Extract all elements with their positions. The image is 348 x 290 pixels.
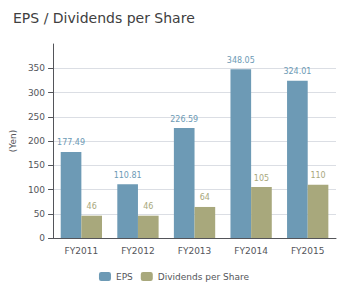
svg-text:FY2012: FY2012	[121, 246, 155, 256]
svg-text:FY2014: FY2014	[234, 246, 268, 256]
svg-text:324.01: 324.01	[283, 67, 311, 76]
svg-text:64: 64	[200, 193, 210, 202]
svg-text:110.81: 110.81	[114, 171, 142, 180]
svg-text:226.59: 226.59	[170, 115, 198, 124]
svg-text:177.49: 177.49	[57, 138, 85, 147]
svg-text:250: 250	[28, 112, 45, 122]
svg-text:(Yen): (Yen)	[8, 130, 18, 153]
svg-text:50: 50	[34, 209, 46, 219]
svg-text:FY2011: FY2011	[65, 246, 99, 256]
svg-text:EPS: EPS	[116, 272, 133, 282]
svg-text:105: 105	[254, 174, 269, 183]
svg-text:46: 46	[143, 202, 153, 211]
svg-text:Dividends per Share: Dividends per Share	[158, 272, 250, 282]
svg-text:0: 0	[39, 233, 45, 243]
svg-text:FY2013: FY2013	[178, 246, 212, 256]
svg-text:FY2015: FY2015	[291, 246, 325, 256]
svg-text:EPS / Dividends per Share: EPS / Dividends per Share	[13, 10, 195, 26]
svg-text:300: 300	[28, 88, 45, 98]
svg-text:110: 110	[310, 171, 325, 180]
svg-text:100: 100	[28, 185, 45, 195]
svg-text:150: 150	[28, 160, 45, 170]
svg-text:200: 200	[28, 136, 45, 146]
svg-text:46: 46	[87, 202, 97, 211]
svg-text:348.05: 348.05	[227, 56, 255, 65]
svg-text:350: 350	[28, 63, 45, 73]
